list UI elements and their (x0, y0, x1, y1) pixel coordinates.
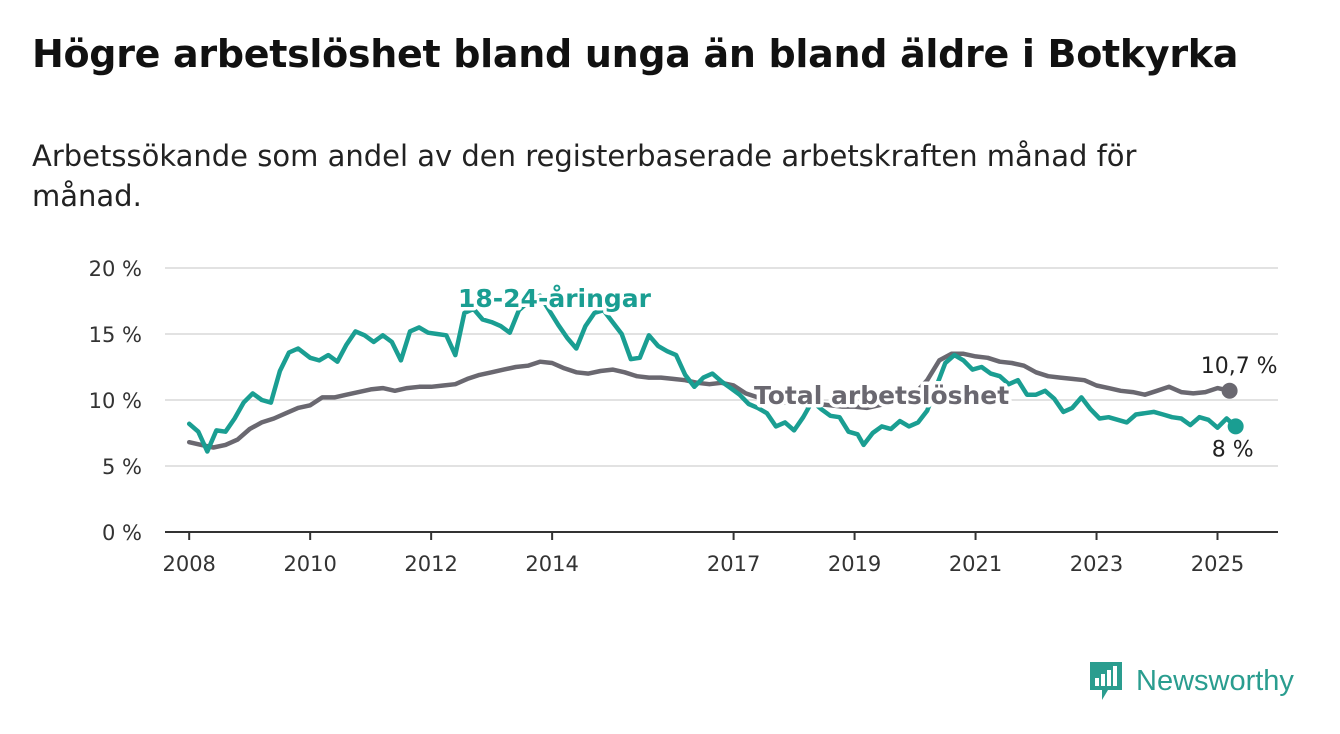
series-lines (186, 293, 1244, 454)
series-line-total-end-point (1221, 382, 1238, 399)
x-tick-label: 2008 (162, 552, 215, 576)
series-line-youth-end-point (1227, 418, 1244, 435)
series-line-total (186, 351, 1232, 450)
x-tick-label: 2010 (283, 552, 336, 576)
x-axis-ticks: 2008 2010 2012 2014 2017 2019 2021 2023 2025 (162, 532, 1244, 576)
series-label-youth: 18-24-åringar (458, 284, 652, 313)
x-tick-label: 2014 (525, 552, 578, 576)
chart-subtitle: Arbetssökande som andel av den registerb… (32, 139, 1137, 213)
y-axis-ticks: 0 % 5 % 10 % 15 % 20 % (89, 257, 142, 545)
end-label-youth: 8 % (1212, 437, 1254, 462)
x-tick-label: 2012 (404, 552, 457, 576)
gridlines (165, 267, 1278, 533)
brand-name: Newsworthy (1136, 664, 1294, 697)
y-tick-label: 20 % (89, 257, 142, 281)
chart-title: Högre arbetslöshet bland unga än bland ä… (32, 32, 1239, 76)
y-tick-label: 5 % (102, 455, 142, 479)
x-tick-label: 2021 (949, 552, 1002, 576)
series-line-youth (186, 293, 1238, 454)
x-tick-label: 2025 (1191, 552, 1244, 576)
x-tick-label: 2023 (1070, 552, 1123, 576)
y-tick-label: 10 % (89, 389, 142, 413)
y-tick-label: 0 % (102, 521, 142, 545)
line-chart: 0 %5 %10 %15 %20 % 2008 2010 2012 2014 2017 2… (89, 257, 1278, 576)
series-label-total: Total arbetslöshet (754, 381, 1009, 410)
bar-chart-logo-icon (1090, 662, 1122, 700)
x-tick-label: 2019 (828, 552, 881, 576)
y-tick-label: 15 % (89, 323, 142, 347)
brand-logo: Newsworthy (1088, 660, 1294, 702)
end-label-total: 10,7 % (1201, 354, 1278, 379)
series-labels: 18-24-åringar Total arbetslöshet 10,7 % 8 % (455, 281, 1278, 463)
x-tick-label: 2017 (707, 552, 760, 576)
